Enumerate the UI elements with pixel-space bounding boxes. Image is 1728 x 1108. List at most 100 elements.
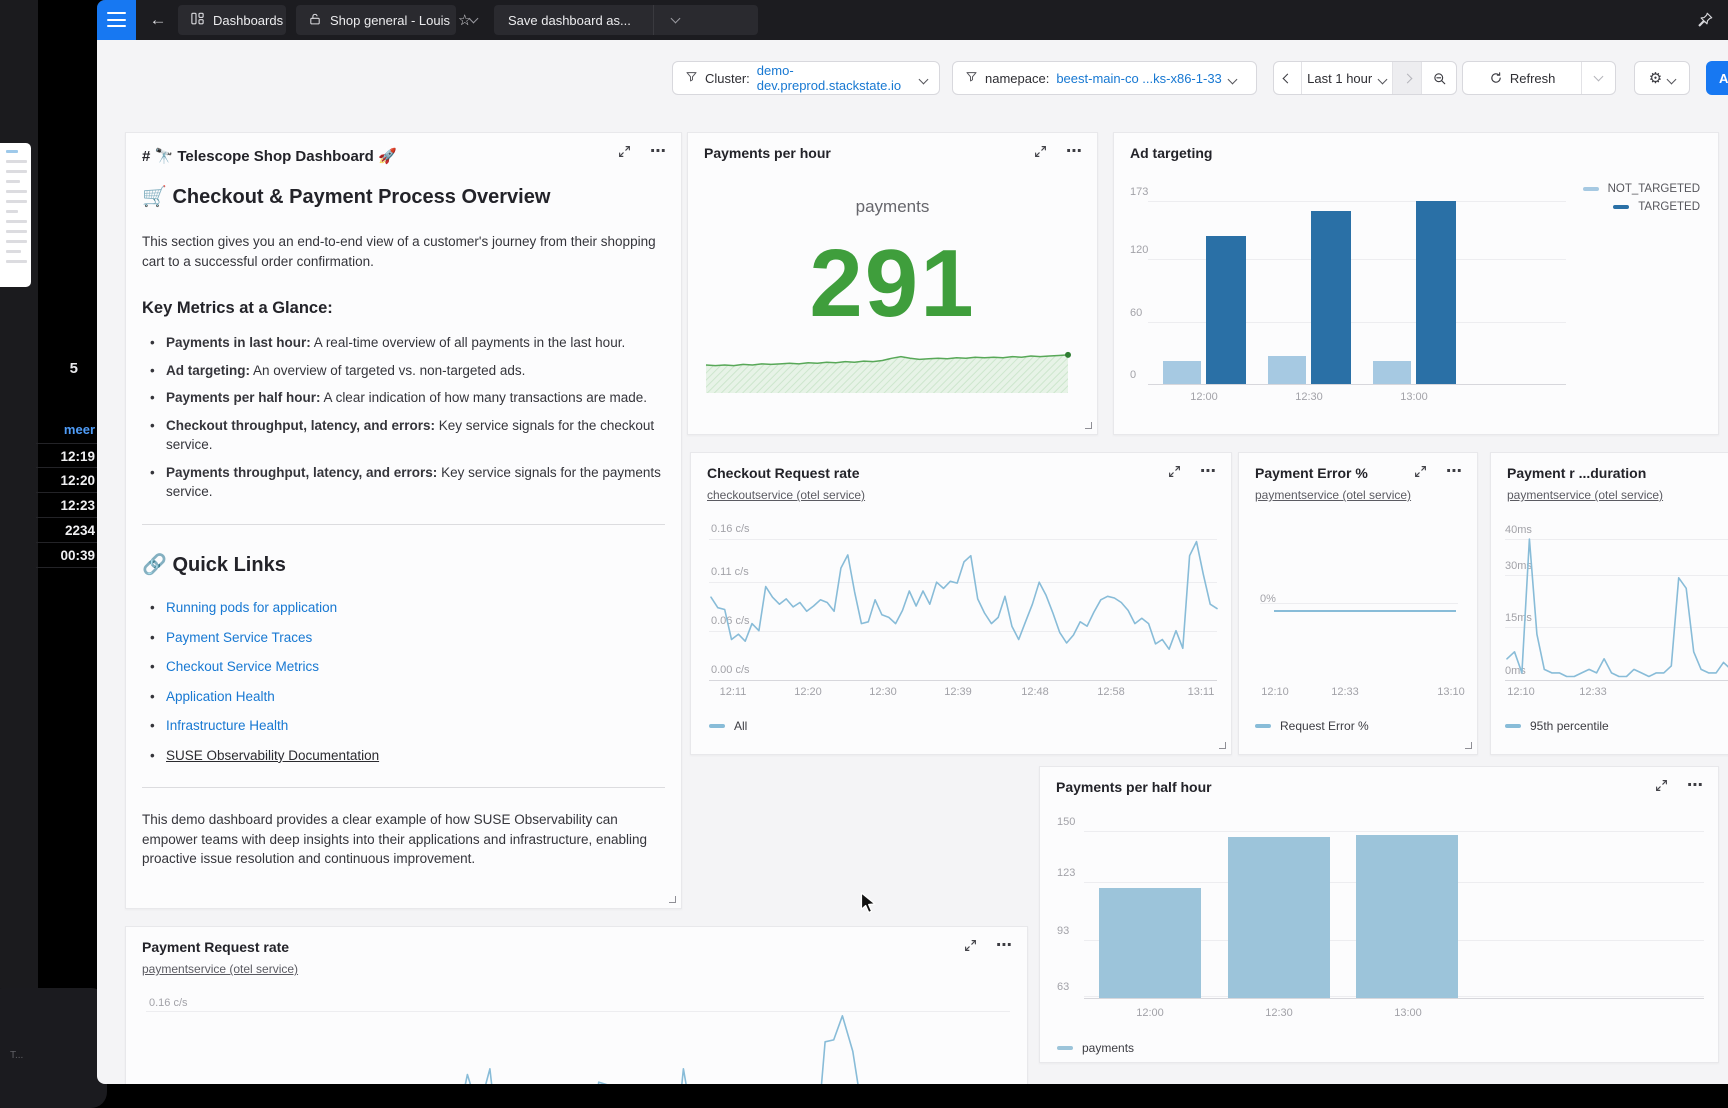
line-chart <box>1506 538 1728 678</box>
y-tick: 173 <box>1130 186 1149 198</box>
service-link[interactable]: paymentservice (otel service) <box>142 962 299 976</box>
service-link[interactable]: checkoutservice (otel service) <box>707 488 866 502</box>
namespace-value: beest-main-co ...ks-x86-1-33 <box>1056 70 1222 86</box>
markdown-title: 🛒 Checkout & Payment Process Overview <box>142 186 551 208</box>
kebab-menu-icon[interactable]: ⋯ <box>996 937 1013 954</box>
favorite-star-icon[interactable]: ☆ <box>457 12 472 29</box>
screen: 5 meer 12:19 12:20 12:23 2234 00:39 T...… <box>0 0 1728 1084</box>
dashboards-pill[interactable]: Dashboards <box>178 5 286 35</box>
bar <box>1311 210 1351 384</box>
list-item[interactable]: 00:39 <box>36 543 97 568</box>
expand-icon[interactable] <box>1168 465 1181 483</box>
bar <box>1163 360 1201 384</box>
list-item: Infrastructure Health <box>142 716 665 736</box>
menu-button[interactable] <box>97 0 136 40</box>
legend-all[interactable]: All <box>709 719 747 733</box>
dashboard-name-pill[interactable]: Shop general - Louis ☆ <box>296 5 471 35</box>
gridline <box>1505 575 1728 576</box>
time-forward-button[interactable] <box>1392 62 1423 94</box>
link-suse-docs[interactable]: SUSE Observability Documentation <box>166 747 380 763</box>
list-item: Running pods for application <box>142 598 665 618</box>
link-application-health[interactable]: Application Health <box>166 688 275 704</box>
cluster-filter[interactable]: Cluster: demo-dev.preprod.stackstate.io <box>672 61 940 95</box>
y-tick: 0.16 c/s <box>711 523 750 535</box>
list-item[interactable]: 12:20 <box>36 468 97 493</box>
y-tick: 63 <box>1057 981 1070 993</box>
list-item[interactable]: 12:23 <box>36 493 97 518</box>
panel-title: Payment r ...duration <box>1507 465 1647 481</box>
bar <box>1228 836 1330 998</box>
time-range-value: Last 1 hour <box>1307 70 1373 86</box>
markdown-body: 🛒 Checkout & Payment Process Overview Th… <box>142 173 665 869</box>
settings-button[interactable]: ⚙ <box>1635 62 1689 94</box>
cluster-value: demo-dev.preprod.stackstate.io <box>756 63 902 93</box>
y-tick: 93 <box>1057 925 1070 937</box>
namespace-filter[interactable]: namepace: beest-main-co ...ks-x86-1-33 <box>952 61 1257 95</box>
save-options-chevron-icon[interactable] <box>662 13 690 24</box>
resize-handle[interactable] <box>1465 742 1472 749</box>
y-tick: 40ms <box>1505 524 1532 536</box>
link-running-pods[interactable]: Running pods for application <box>166 599 338 615</box>
pin-icon[interactable] <box>1696 11 1714 34</box>
save-dashboard-pill[interactable]: Save dashboard as... <box>494 5 758 35</box>
legend-95th-percentile[interactable]: 95th percentile <box>1505 719 1609 733</box>
kebab-menu-icon[interactable]: ⋯ <box>1200 463 1217 480</box>
gridline <box>1505 539 1728 540</box>
sidebar-link-meer[interactable]: meer <box>63 422 95 437</box>
bar <box>1356 834 1458 998</box>
resize-handle[interactable] <box>1085 422 1092 429</box>
time-back-button[interactable] <box>1274 62 1302 94</box>
resize-handle[interactable] <box>1219 742 1226 749</box>
preview-thumbnail[interactable] <box>0 143 31 287</box>
namespace-label: namepace: <box>985 70 1050 86</box>
expand-icon[interactable] <box>964 939 977 957</box>
kebab-menu-icon[interactable]: ⋯ <box>1446 463 1463 480</box>
x-tick: 13:11 <box>1187 686 1215 698</box>
gridline <box>709 582 1217 583</box>
dashboard-options-chevron[interactable] <box>460 5 486 35</box>
back-button[interactable]: ← <box>149 10 167 29</box>
link-payment-traces[interactable]: Payment Service Traces <box>166 629 313 645</box>
panel-ad-targeting: Ad targeting NOT_TARGETED TARGETED 173 1… <box>1113 132 1719 435</box>
legend-payments[interactable]: payments <box>1057 1041 1134 1055</box>
refresh-button[interactable]: Refresh <box>1463 62 1583 94</box>
metrics-heading: Key Metrics at a Glance: <box>142 299 333 318</box>
link-checkout-metrics[interactable]: Checkout Service Metrics <box>166 659 320 675</box>
save-dashboard-label: Save dashboard as... <box>508 12 631 28</box>
x-tick: 13:00 <box>1400 391 1428 403</box>
zoom-out-button[interactable] <box>1422 62 1456 94</box>
line-chart <box>464 1015 859 1084</box>
expand-icon[interactable] <box>1414 465 1427 483</box>
refresh-options-chevron[interactable] <box>1582 62 1615 94</box>
expand-icon[interactable] <box>1655 779 1668 797</box>
legend-targeted[interactable]: TARGETED <box>1613 201 1700 213</box>
resize-handle[interactable] <box>669 896 676 903</box>
list-item[interactable]: 2234 <box>36 518 97 543</box>
list-item[interactable]: 12:19 <box>36 443 97 468</box>
quick-links-list: Running pods for application Payment Ser… <box>142 598 665 765</box>
bar <box>1416 201 1456 384</box>
gridline <box>709 631 1217 632</box>
chevron-down-icon <box>918 71 929 86</box>
refresh-control: Refresh <box>1462 61 1616 95</box>
service-link[interactable]: paymentservice (otel service) <box>1507 488 1664 502</box>
line-chart <box>710 540 1218 650</box>
x-tick: 12:00 <box>1190 391 1218 403</box>
y-tick: 0.00 c/s <box>711 664 750 676</box>
settings-control: ⚙ <box>1634 61 1690 95</box>
kebab-menu-icon[interactable]: ⋯ <box>1687 777 1704 794</box>
service-link[interactable]: paymentservice (otel service) <box>1255 488 1412 502</box>
time-range-button[interactable]: Last 1 hour <box>1302 62 1393 94</box>
add-button[interactable]: A <box>1706 61 1728 95</box>
kebab-menu-icon[interactable]: ⋯ <box>1066 143 1083 160</box>
legend-request-error[interactable]: Request Error % <box>1255 719 1369 733</box>
gridline <box>709 539 1217 540</box>
dashboard-name: Shop general - Louis <box>330 12 450 28</box>
topbar: ← Dashboards Shop general - Louis ☆ Save… <box>97 0 1728 40</box>
kebab-menu-icon[interactable]: ⋯ <box>650 143 667 160</box>
expand-icon[interactable] <box>618 145 631 163</box>
dashboards-grid-icon <box>190 11 205 29</box>
link-infrastructure-health[interactable]: Infrastructure Health <box>166 718 289 734</box>
expand-icon[interactable] <box>1034 145 1047 163</box>
legend-not-targeted[interactable]: NOT_TARGETED <box>1582 183 1700 195</box>
